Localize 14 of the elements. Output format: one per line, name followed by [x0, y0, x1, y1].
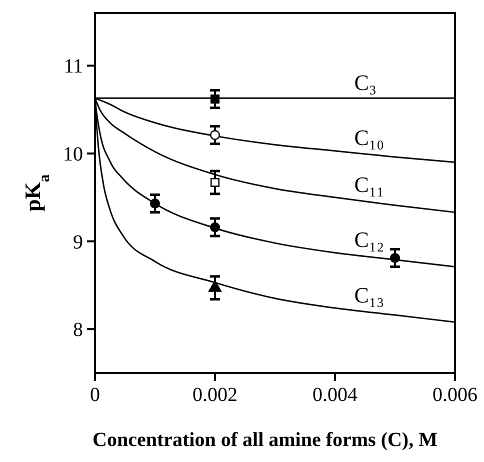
- y-tick-label: 11: [64, 56, 83, 78]
- x-tick-label: 0.006: [432, 384, 478, 406]
- y-tick-label: 8: [73, 319, 83, 342]
- y-tick-label: 10: [63, 143, 83, 166]
- x-axis-title: Concentration of all amine forms (C), M: [92, 429, 438, 451]
- y-tick-label: 9: [73, 231, 83, 254]
- x-tick-label: 0: [90, 384, 100, 406]
- series-label: C₁₀: [354, 124, 384, 150]
- x-tick-label: 0.002: [192, 384, 238, 406]
- series-label: C₃: [354, 70, 377, 96]
- x-tick-label: 0.004: [312, 384, 358, 406]
- series-label: C₁₂: [354, 226, 384, 252]
- series-label: C₁₁: [354, 172, 384, 197]
- series-label: C₁₃: [354, 282, 384, 308]
